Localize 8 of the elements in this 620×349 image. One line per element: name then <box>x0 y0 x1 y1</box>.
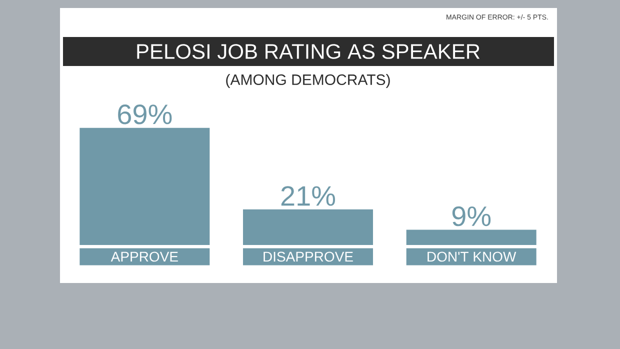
data-label: 69% <box>118 104 172 124</box>
chart-subtitle: (AMONG DEMOCRATS) <box>226 74 390 88</box>
x-tick-label: DON'T KNOW <box>428 252 516 262</box>
chart-title: PELOSI JOB RATING AS SPEAKER <box>137 44 480 59</box>
data-label: 9% <box>452 206 491 226</box>
x-tick-label: DISAPPROVE <box>264 252 353 262</box>
x-tick-label: APPROVE <box>110 252 178 262</box>
data-label: 21% <box>281 186 336 206</box>
